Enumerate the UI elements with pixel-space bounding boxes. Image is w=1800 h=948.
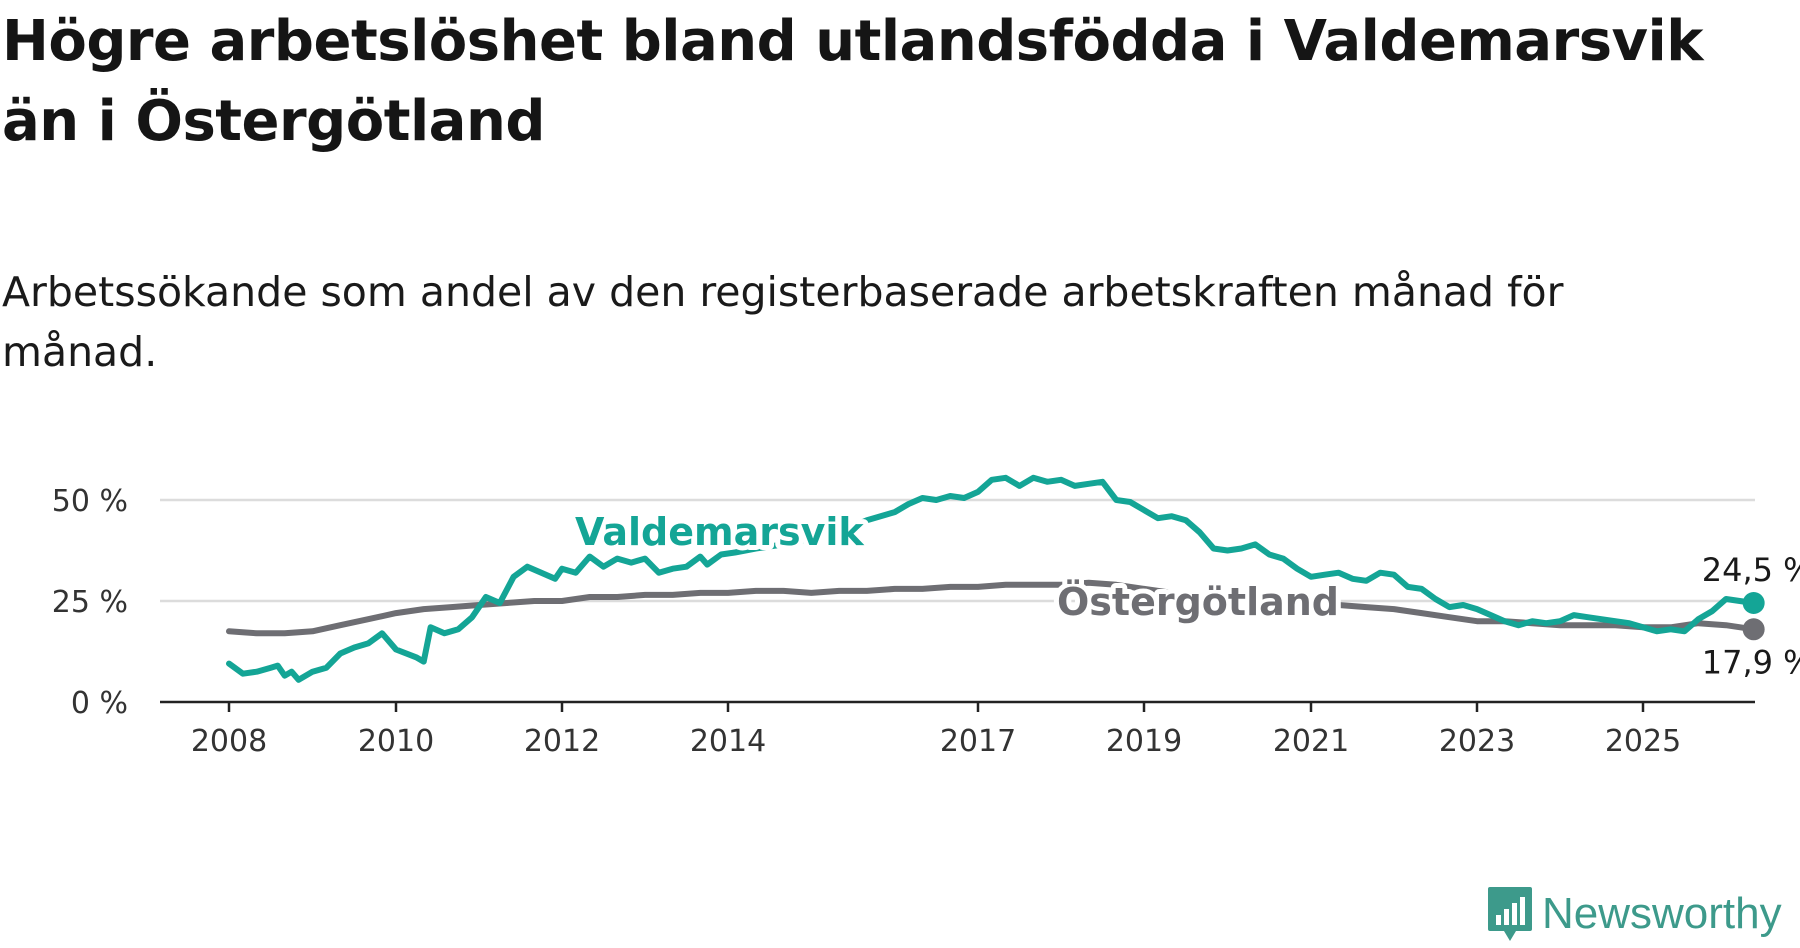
y-tick-label: 50 % [52,484,128,519]
series-label-valdemarsvik: Valdemarsvik [575,510,864,554]
newsworthy-logo: Newsworthy [1486,884,1782,944]
series-end-label: 24,5 % [1702,551,1800,589]
chart-subtitle: Arbetssökande som andel av den registerb… [2,268,1564,376]
newsworthy-brand-name: Newsworthy [1542,889,1782,938]
series-label-ostergotland: Östergötland [1057,580,1339,624]
x-tick-label: 2025 [1605,724,1681,759]
series-end-label: 17,9 % [1702,643,1800,681]
series-endpoint-ostergotland [1742,618,1765,641]
series-endpoint-valdemarsvik [1742,592,1765,615]
x-tick-label: 2012 [524,724,600,759]
x-tick-label: 2014 [690,724,766,759]
x-tick-label: 2008 [191,724,267,759]
x-tick-label: 2019 [1106,724,1182,759]
x-tick-label: 2023 [1439,724,1515,759]
y-tick-label: 0 % [71,686,128,721]
newsworthy-logo-icon [1488,887,1532,941]
y-tick-label: 25 % [52,585,128,620]
x-tick-label: 2010 [358,724,434,759]
x-tick-label: 2021 [1273,724,1349,759]
x-tick-label: 2017 [940,724,1016,759]
chart-title: Högre arbetslöshet bland utlandsfödda i … [2,9,1703,154]
series-line-valdemarsvik [226,474,1757,683]
